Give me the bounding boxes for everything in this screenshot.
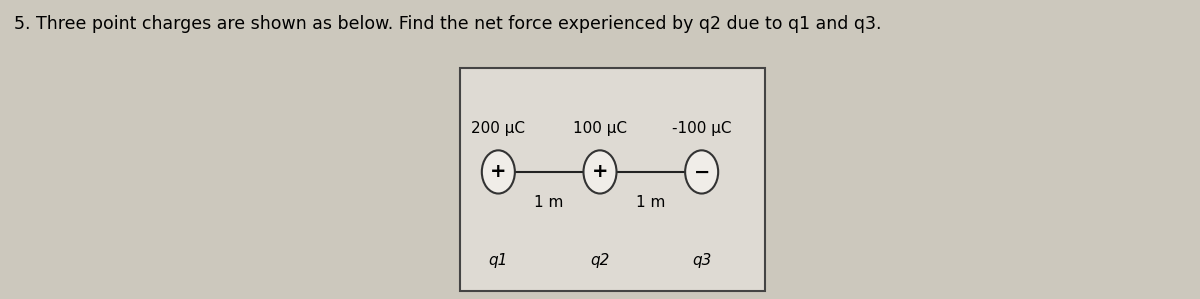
Text: 200 μC: 200 μC	[472, 121, 526, 136]
Text: -100 μC: -100 μC	[672, 121, 732, 136]
Text: q1: q1	[488, 253, 508, 269]
Text: 100 μC: 100 μC	[572, 121, 626, 136]
Text: q2: q2	[590, 253, 610, 269]
Ellipse shape	[685, 150, 718, 193]
Text: 1 m: 1 m	[534, 195, 564, 210]
Text: 5. Three point charges are shown as below. Find the net force experienced by q2 : 5. Three point charges are shown as belo…	[14, 15, 882, 33]
Text: +: +	[490, 162, 506, 181]
FancyBboxPatch shape	[461, 68, 766, 291]
Ellipse shape	[583, 150, 617, 193]
Text: 1 m: 1 m	[636, 195, 666, 210]
Ellipse shape	[482, 150, 515, 193]
Text: +: +	[592, 162, 608, 181]
Text: −: −	[694, 162, 710, 181]
Text: q3: q3	[692, 253, 712, 269]
